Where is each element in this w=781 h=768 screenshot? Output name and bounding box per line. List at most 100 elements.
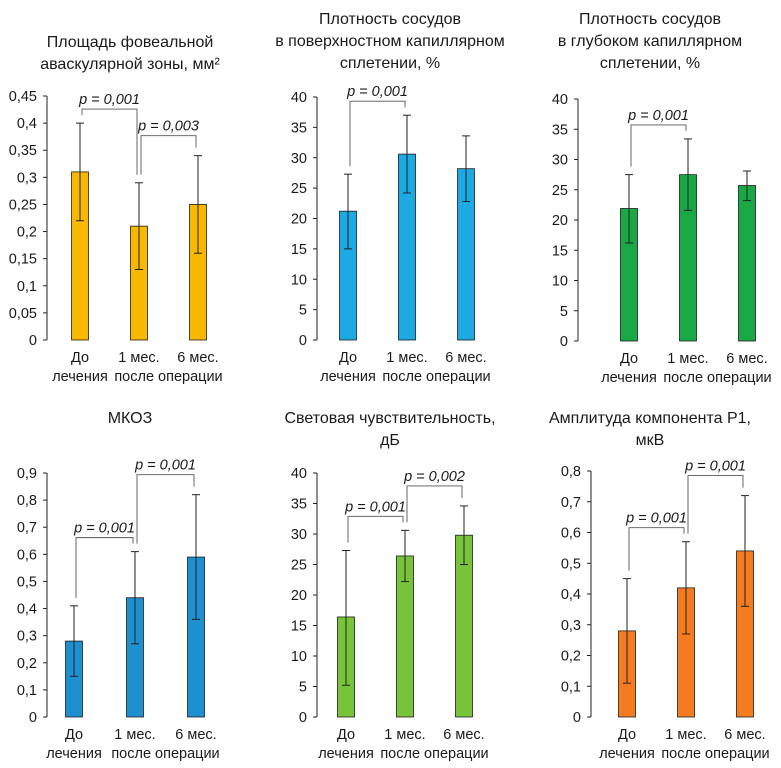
x-tick-label: 6 мес. <box>443 727 484 743</box>
y-tick-label: 0,4 <box>561 587 581 603</box>
significance-bracket <box>349 100 406 167</box>
y-tick-label: 0 <box>560 334 568 350</box>
x-tick-label: 1 мес. <box>386 350 427 366</box>
chart-title-line: аваскулярной зоны, мм² <box>40 56 220 73</box>
y-tick-label: 25 <box>552 183 568 199</box>
y-tick-label: 20 <box>552 213 568 229</box>
x-group-label: после операции <box>382 369 490 385</box>
y-tick-label: 0,7 <box>17 520 37 536</box>
x-tick-label: лечения <box>601 370 657 386</box>
chart-title-line: Амплитуда компонента Р1, <box>549 410 751 427</box>
chart-p1-amplitude-svg: 0 0,1 0,2 0,3 0,4 0,5 0,6 0,7 0,8 p = 0,001 p = 0,… <box>561 459 770 762</box>
y-tick-label: 0,1 <box>17 279 37 295</box>
chart-panel-superficial-density: Плотность сосудов в поверхностном капилл… <box>260 0 520 385</box>
chart-title-line: Плотность сосудов <box>318 11 461 28</box>
chart-title-line: сплетении, % <box>599 55 701 72</box>
y-tick-label: 0,2 <box>17 656 37 672</box>
y-tick-label: 0,6 <box>17 547 37 563</box>
chart-title: Плотность сосудов в глубоком капиллярном… <box>520 9 780 75</box>
x-tick-label: 6 мес. <box>175 727 216 743</box>
chart-title: Площадь фовеальной аваскулярной зоны, мм… <box>0 32 260 76</box>
y-tick-label: 0,2 <box>17 225 37 241</box>
x-tick-label: 1 мес. <box>665 727 706 743</box>
y-tick-label: 10 <box>291 649 307 665</box>
y-tick-label: 15 <box>291 619 307 635</box>
y-tick-label: 10 <box>552 274 568 290</box>
y-tick-label: 30 <box>552 153 568 169</box>
p-value-label: p = 0,001 <box>134 458 196 474</box>
x-tick-label: лечения <box>46 746 102 762</box>
p-value-label: p = 0,002 <box>403 469 465 485</box>
y-tick-label: 0,3 <box>17 629 37 645</box>
p-value-label: p = 0,001 <box>73 521 135 537</box>
x-tick-label: До <box>65 727 83 743</box>
x-tick-label: 1 мес. <box>667 351 708 367</box>
y-tick-label: 10 <box>291 272 307 288</box>
chart-panel-p1-amplitude: Амплитуда компонента Р1, мкВ 0 0,1 0,2 0,3 0… <box>520 384 780 768</box>
x-tick-label: 6 мес. <box>445 350 486 366</box>
y-tick-label: 0,1 <box>17 683 37 699</box>
chart-panel-light-sensitivity: Световая чувствительность, дБ 0 5 10 15 20 25… <box>260 384 520 768</box>
y-tick-label: 0,3 <box>561 618 581 634</box>
y-tick-label: 20 <box>291 212 307 228</box>
x-tick-label: До <box>337 727 355 743</box>
chart-title-line: Площадь фовеальной <box>46 34 214 51</box>
significance-bracket <box>140 135 197 175</box>
y-tick-label: 30 <box>291 527 307 543</box>
y-tick-label: 0 <box>299 333 307 349</box>
significance-bracket <box>687 475 744 534</box>
y-tick-label: 35 <box>552 122 568 138</box>
y-tick-label: 0,8 <box>17 493 37 509</box>
p-value-label: p = 0,001 <box>625 511 687 527</box>
bar <box>738 185 756 342</box>
x-tick-label: 6 мес. <box>724 727 765 743</box>
y-tick-label: 35 <box>291 497 307 513</box>
chart-panel-bcva: МКОЗ 0 0,1 0,2 0,3 0,4 0,5 0,6 0,7 0,8 0,9 p = 0,0… <box>0 384 260 768</box>
x-tick-label: До <box>620 351 638 367</box>
p-value-label: p = 0,001 <box>344 499 406 515</box>
chart-title-line: Плотность сосудов <box>578 11 721 28</box>
y-tick-label: 0,4 <box>17 602 37 618</box>
significance-bracket <box>81 108 138 175</box>
chart-title-line: сплетении, % <box>339 55 441 72</box>
significance-bracket <box>347 515 404 543</box>
x-tick-label: 6 мес. <box>177 350 218 366</box>
chart-faz-svg: 0 0,05 0,1 0,15 0,2 0,25 0,3 0,35 0,4 0,45 p = 0,0… <box>9 89 223 385</box>
y-tick-label: 0,5 <box>561 556 581 572</box>
y-tick-label: 0,7 <box>561 495 581 511</box>
y-tick-label: 25 <box>291 558 307 574</box>
x-group-label: после операции <box>663 370 771 386</box>
significance-bracket <box>75 537 134 598</box>
x-tick-label: 1 мес. <box>384 727 425 743</box>
y-tick-label: 0,05 <box>9 306 37 322</box>
y-tick-label: 0,9 <box>17 466 37 482</box>
x-group-label: после операции <box>661 746 769 762</box>
p-value-label: p = 0,001 <box>684 459 746 475</box>
y-tick-label: 0,6 <box>561 526 581 542</box>
chart-title-line: в поверхностном капиллярном <box>275 33 505 50</box>
y-tick-label: 20 <box>291 588 307 604</box>
chart-panel-faz: Площадь фовеальной аваскулярной зоны, мм… <box>0 0 260 385</box>
y-tick-label: 0 <box>573 710 581 726</box>
y-tick-label: 25 <box>291 181 307 197</box>
y-tick-label: 40 <box>552 92 568 108</box>
significance-bracket <box>136 474 195 544</box>
x-tick-label: лечения <box>599 746 655 762</box>
y-tick-label: 40 <box>291 90 307 106</box>
chart-deep-density-svg: 0 5 10 15 20 25 30 35 40 p = 0,001 До лечения 1 мес.… <box>552 92 772 386</box>
x-tick-label: До <box>618 727 636 743</box>
x-tick-label: 1 мес. <box>118 350 159 366</box>
y-tick-label: 0 <box>29 333 37 349</box>
chart-title: Плотность сосудов в поверхностном капилл… <box>260 9 520 75</box>
chart-title-line: Световая чувствительность, <box>284 410 496 427</box>
y-tick-label: 0 <box>299 710 307 726</box>
x-tick-label: 1 мес. <box>114 727 155 743</box>
x-tick-label: До <box>71 350 89 366</box>
significance-bracket <box>628 527 685 571</box>
chart-superficial-density-svg: 0 5 10 15 20 25 30 35 40 p = 0,001 До лечения 1 мес.… <box>291 84 491 385</box>
significance-bracket <box>406 485 463 523</box>
y-tick-label: 0,15 <box>9 252 37 268</box>
y-tick-label: 0,2 <box>561 649 581 665</box>
significance-bracket <box>630 124 687 167</box>
y-tick-label: 40 <box>291 466 307 482</box>
